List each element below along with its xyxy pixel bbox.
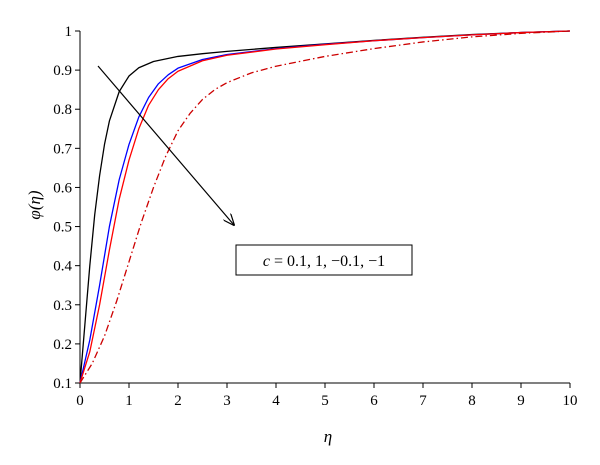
annotation-var: c [263,253,270,270]
x-tick-label: 7 [419,393,427,409]
x-tick-label: 8 [468,393,476,409]
plot-area: 0 1 2 3 4 5 6 7 8 9 10 0.1 0.2 0.3 0.4 0.5 0.6 0.7 0.8 0.9… [53,24,577,409]
series-line-2 [79,30,571,384]
annotation: c = 0.1, 1, −0.1, −1 [97,65,413,276]
y-tick-label: 0.4 [53,259,72,275]
annotation-values: = 0.1, 1, −0.1, −1 [270,253,385,270]
series-line-4 [79,30,571,384]
x-tick-label: 1 [125,393,133,409]
annotation-box [235,244,413,276]
x-ticks: 0 1 2 3 4 5 6 7 8 9 10 [76,383,578,409]
y-tick-label: 0.7 [53,141,72,157]
x-tick-label: 9 [517,393,525,409]
x-tick-label: 3 [223,393,231,409]
series-line-1 [79,30,571,384]
y-ticks: 0.1 0.2 0.3 0.4 0.5 0.6 0.7 0.8 0.9 1 [53,24,80,392]
x-tick-label: 4 [272,393,280,409]
y-tick-label: 0.2 [53,337,72,353]
y-tick-label: 0.6 [53,180,72,196]
x-tick-label: 5 [321,393,329,409]
x-tick-label: 0 [76,393,84,409]
x-axis-label: η [324,427,332,446]
y-axis-label: φ(η) [25,190,44,219]
series-layer [79,30,571,384]
y-tick-label: 0.9 [53,63,72,79]
y-tick-label: 0.1 [53,376,72,392]
annotation-text: c = 0.1, 1, −0.1, −1 [263,253,385,270]
y-tick-label: 0.5 [53,220,72,236]
y-tick-label: 0.3 [53,298,72,314]
annotation-arrow [97,65,234,225]
x-tick-label: 10 [563,393,578,409]
y-tick-label: 0.8 [53,102,72,118]
x-tick-label: 6 [370,393,378,409]
x-tick-label: 2 [174,393,182,409]
series-line-3 [79,30,571,384]
y-tick-label: 1 [65,24,73,40]
